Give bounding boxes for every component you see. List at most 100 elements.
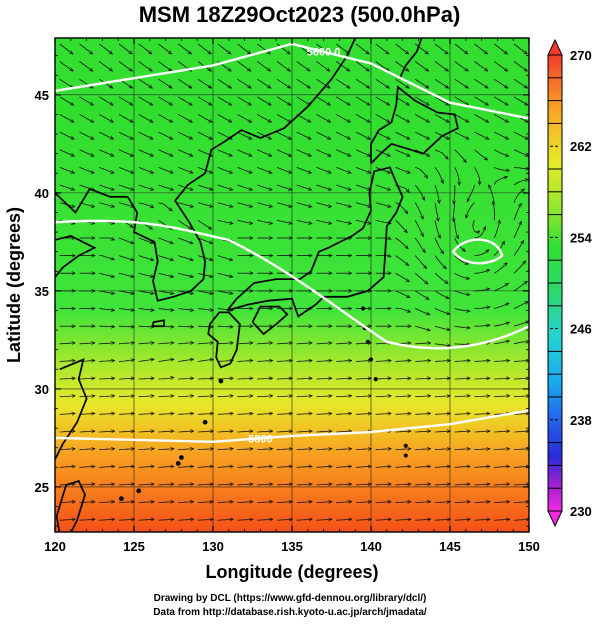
streamline-arrow <box>494 149 508 157</box>
streamline-arrow <box>158 149 173 156</box>
streamline-arrow <box>336 378 351 379</box>
streamline-arrow <box>217 396 233 397</box>
colorbar: 270 262 254 246 238 230 <box>547 38 592 528</box>
streamline-arrow <box>138 255 154 261</box>
streamline-arrow <box>79 361 95 362</box>
streamline-arrow <box>138 114 153 123</box>
streamline-arrow <box>415 343 430 344</box>
island-dot <box>368 357 374 362</box>
streamline-arrow <box>276 96 291 105</box>
streamline-arrow <box>395 96 410 105</box>
coastlines <box>55 38 459 532</box>
streamline-arrow <box>474 519 490 520</box>
streamline-arrow <box>395 502 411 503</box>
streamline-arrow <box>158 167 174 173</box>
streamline-arrow <box>177 219 192 229</box>
streamline-arrow <box>158 396 174 397</box>
contour-line-mid <box>55 219 529 350</box>
coastline-jeju <box>152 319 165 328</box>
streamline-arrow <box>98 61 112 71</box>
streamline-arrow <box>316 413 332 414</box>
streamline-arrow <box>197 202 213 207</box>
island-dot <box>118 496 124 502</box>
streamline-arrow <box>118 96 133 105</box>
streamline-arrow <box>138 309 154 311</box>
streamline-arrow <box>158 519 174 520</box>
streamline-arrow <box>99 502 114 503</box>
streamline-arrow <box>434 167 443 183</box>
streamline-arrow <box>178 202 193 207</box>
streamline-arrow <box>355 413 371 414</box>
streamline-arrow <box>217 272 233 277</box>
streamline-arrow <box>197 484 213 485</box>
streamline-arrow <box>414 61 428 71</box>
streamline-arrow <box>79 484 95 485</box>
contour-line <box>55 42 529 120</box>
streamline-arrow <box>316 466 332 467</box>
streamline-arrow <box>474 289 490 292</box>
streamline-arrow <box>276 519 292 520</box>
streamline-arrow <box>138 449 154 450</box>
streamline-arrow <box>217 184 233 190</box>
streamline-arrow <box>395 43 409 54</box>
coastline-china-east <box>55 357 88 460</box>
streamline-arrow <box>237 343 253 344</box>
streamline-arrow <box>434 308 450 315</box>
streamline-arrow <box>336 431 351 432</box>
streamline-arrow <box>513 431 529 432</box>
streamline-arrow <box>513 78 527 88</box>
streamline-arrow <box>316 202 332 207</box>
streamline-arrow <box>197 502 213 503</box>
coastline-kyushu <box>207 311 241 369</box>
streamline-arrow <box>237 466 253 467</box>
streamline-arrow <box>158 43 172 54</box>
streamline-arrow <box>99 309 114 311</box>
streamline-arrow <box>79 131 94 139</box>
streamline-arrow <box>237 202 253 207</box>
streamline-arrow <box>474 431 490 432</box>
streamline-arrow <box>276 431 292 432</box>
streamline-arrow <box>178 149 192 156</box>
streamline-arrow <box>99 167 114 173</box>
streamline-arrow <box>118 114 133 123</box>
streamline-arrow <box>178 272 193 277</box>
streamline-arrow <box>158 255 174 261</box>
streamline-arrow <box>59 96 74 105</box>
streamline-arrow <box>434 431 450 432</box>
streamline-arrow <box>355 184 371 190</box>
streamline-arrow <box>415 361 430 362</box>
streamline-arrow <box>395 78 409 88</box>
streamline-arrow <box>59 184 75 190</box>
streamline-arrow <box>513 413 529 414</box>
streamline-arrow <box>355 202 371 207</box>
streamline-arrow <box>217 502 233 503</box>
streamline-arrow <box>257 114 271 123</box>
streamline-arrow <box>217 78 231 88</box>
streamline-arrow <box>415 502 430 503</box>
streamline-arrow <box>257 413 272 414</box>
streamline-arrow <box>158 202 173 211</box>
streamline-arrow <box>99 238 114 240</box>
streamline-arrow <box>454 361 470 362</box>
streamline-arrow <box>513 361 529 362</box>
streamline-arrow <box>178 359 193 362</box>
streamline-arrow <box>296 202 312 207</box>
streamline-arrow <box>415 484 430 485</box>
streamline-arrow <box>118 272 134 277</box>
y-tick-label: 25 <box>35 480 49 495</box>
streamline-arrow <box>415 449 430 450</box>
streamline-arrow <box>415 131 429 139</box>
streamline-arrow <box>158 237 174 243</box>
streamline-arrow <box>474 43 488 54</box>
streamline-arrow <box>59 131 74 139</box>
streamline-arrow <box>59 519 75 520</box>
streamline-arrow <box>178 309 193 311</box>
colorbar-tick-label: 262 <box>570 139 592 154</box>
streamline-arrow <box>395 466 411 467</box>
streamline-arrow <box>336 131 350 139</box>
streamline-arrow <box>434 43 448 54</box>
streamline-arrow <box>336 466 351 467</box>
streamline-arrow <box>138 43 152 54</box>
streamline-arrow <box>118 309 134 311</box>
streamline-arrow <box>217 361 233 362</box>
